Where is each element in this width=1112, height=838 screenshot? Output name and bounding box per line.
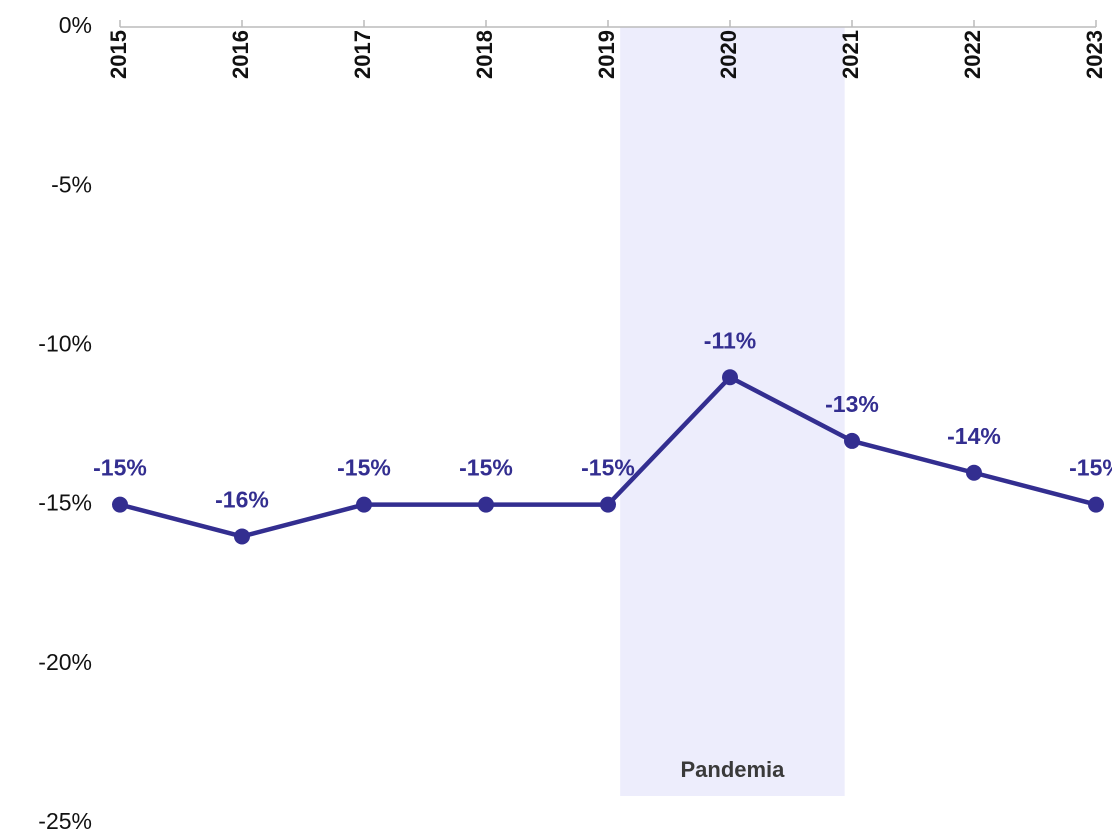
value-label: -14% [947, 423, 1001, 449]
x-tick-label: 2016 [228, 30, 253, 79]
point [722, 369, 738, 386]
point [234, 528, 250, 545]
y-tick-label: -25% [38, 808, 92, 834]
y-tick-label: -10% [38, 330, 92, 356]
y-tick-label: -20% [38, 649, 92, 675]
point [966, 464, 982, 481]
value-label: -15% [1069, 455, 1112, 481]
point [844, 432, 860, 449]
x-tick-label: 2017 [350, 30, 375, 79]
value-label: -11% [704, 327, 756, 353]
shade-label: Pandemia [680, 757, 785, 782]
x-tick-label: 2019 [594, 30, 619, 79]
x-tick-label: 2020 [716, 30, 741, 79]
point [356, 496, 372, 513]
y-tick-label: -15% [38, 490, 92, 516]
point [478, 496, 494, 513]
x-tick-label: 2015 [106, 30, 131, 79]
value-label: -13% [825, 391, 879, 417]
point [112, 496, 128, 513]
point [1088, 496, 1104, 513]
value-label: -15% [459, 455, 513, 481]
y-tick-label: -5% [51, 171, 92, 197]
value-label: -15% [337, 455, 391, 481]
x-tick-label: 2023 [1082, 30, 1107, 79]
y-tick-label: 0% [59, 12, 92, 38]
value-label: -15% [93, 455, 147, 481]
x-tick-label: 2022 [960, 30, 985, 79]
point [600, 496, 616, 513]
x-tick-label: 2021 [838, 30, 863, 79]
value-label: -16% [215, 487, 269, 513]
x-tick-label: 2018 [472, 30, 497, 79]
shade-region [620, 27, 845, 796]
value-label: -15% [581, 455, 635, 481]
